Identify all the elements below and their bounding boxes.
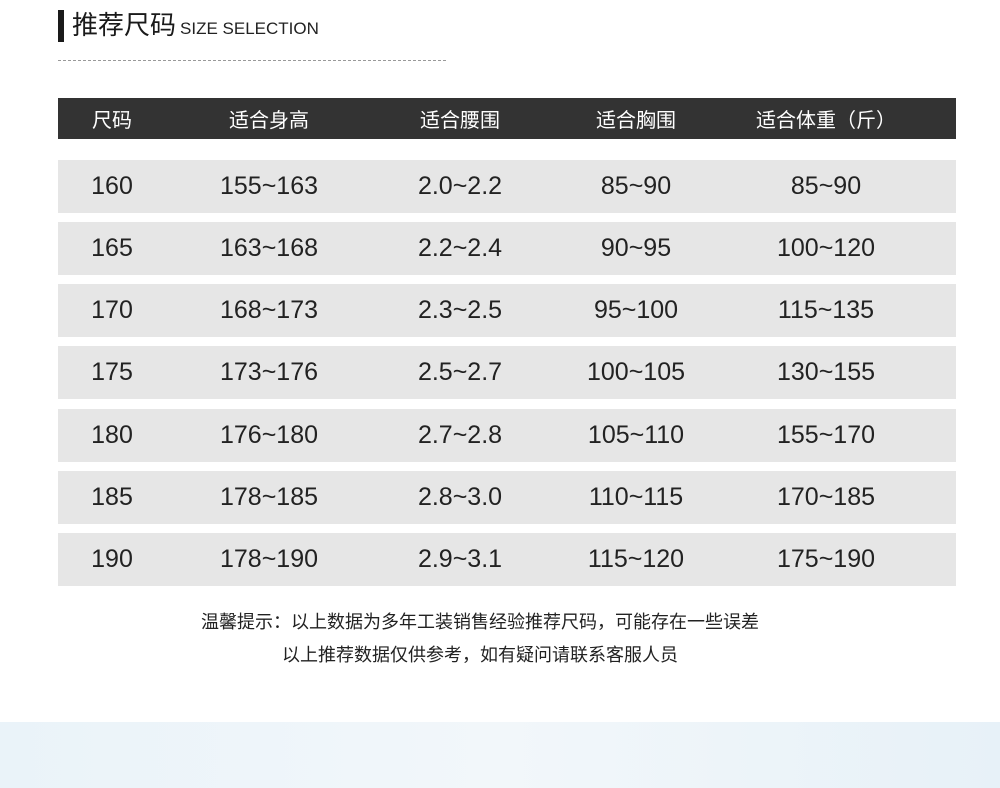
- table-cell: 163~168: [219, 234, 319, 262]
- note-line-2: 以上推荐数据仅供参考，如有疑问请联系客服人员: [282, 645, 678, 666]
- table-cell: 155~170: [776, 421, 876, 449]
- table-cell: 170~185: [776, 483, 876, 511]
- table-cell: 105~110: [587, 421, 685, 449]
- table-cell: 178~190: [219, 545, 319, 573]
- bottom-banner: [0, 722, 1000, 788]
- table-cell: 175: [91, 358, 133, 386]
- table-cell: 155~163: [219, 172, 319, 200]
- column-header: 尺码: [92, 108, 132, 132]
- table-cell: 90~95: [600, 234, 672, 262]
- table-cell: 130~155: [776, 358, 876, 386]
- table-row: 180 176~180 2.7~2.8 105~110 155~170: [58, 409, 956, 462]
- title-accent-bar: [58, 10, 64, 42]
- dashed-divider: [58, 60, 446, 61]
- table-cell: 173~176: [219, 358, 319, 386]
- table-cell: 95~100: [593, 296, 679, 324]
- section-title: 推荐尺码 SIZE SELECTION: [58, 8, 319, 42]
- table-cell: 180: [91, 421, 133, 449]
- table-row: 175 173~176 2.5~2.7 100~105 130~155: [58, 346, 956, 399]
- column-header: 适合腰围: [420, 108, 500, 132]
- table-cell: 185: [91, 483, 133, 511]
- table-cell: 2.9~3.1: [417, 545, 503, 573]
- table-cell: 168~173: [219, 296, 319, 324]
- table-header: 尺码 适合身高 适合腰围 适合胸围 适合体重（斤）: [58, 98, 956, 139]
- table-cell: 110~115: [588, 483, 684, 511]
- table-cell: 175~190: [776, 545, 876, 573]
- table-row: 170 168~173 2.3~2.5 95~100 115~135: [58, 284, 956, 337]
- table-cell: 2.8~3.0: [417, 483, 503, 511]
- table-cell: 2.3~2.5: [417, 296, 503, 324]
- table-cell: 190: [91, 545, 133, 573]
- table-cell: 2.0~2.2: [417, 172, 503, 200]
- table-cell: 85~90: [790, 172, 862, 200]
- table-cell: 2.5~2.7: [417, 358, 503, 386]
- column-header: 适合胸围: [596, 108, 676, 132]
- table-cell: 170: [91, 296, 133, 324]
- table-row: 165 163~168 2.2~2.4 90~95 100~120: [58, 222, 956, 275]
- table-cell: 178~185: [219, 483, 319, 511]
- table-cell: 100~105: [586, 358, 686, 386]
- column-header: 适合身高: [229, 108, 309, 132]
- title-chinese: 推荐尺码: [72, 11, 177, 41]
- note-line-1: 温馨提示：以上数据为多年工装销售经验推荐尺码，可能存在一些误差: [201, 612, 759, 633]
- table-cell: 100~120: [776, 234, 876, 262]
- table-cell: 160: [91, 172, 133, 200]
- table-cell: 176~180: [219, 421, 319, 449]
- table-cell: 2.7~2.8: [417, 421, 503, 449]
- table-row: 185 178~185 2.8~3.0 110~115 170~185: [58, 471, 956, 524]
- table-cell: 85~90: [600, 172, 672, 200]
- table-cell: 115~135: [777, 296, 875, 324]
- table-row: 160 155~163 2.0~2.2 85~90 85~90: [58, 160, 956, 213]
- table-cell: 165: [91, 234, 133, 262]
- table-cell: 2.2~2.4: [417, 234, 503, 262]
- column-header: 适合体重（斤）: [756, 108, 896, 132]
- table-cell: 115~120: [587, 545, 685, 573]
- title-english: SIZE SELECTION: [180, 19, 319, 38]
- table-row: 190 178~190 2.9~3.1 115~120 175~190: [58, 533, 956, 586]
